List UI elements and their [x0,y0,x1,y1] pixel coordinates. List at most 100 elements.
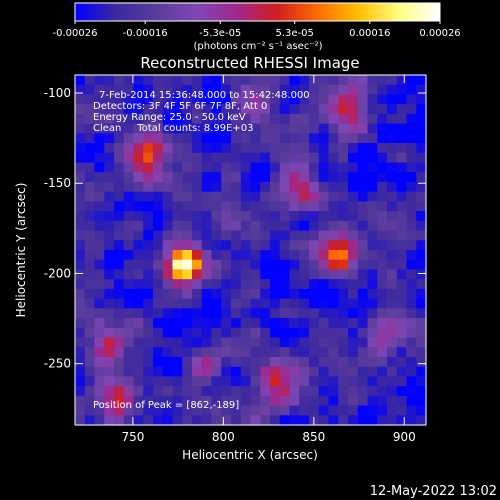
heatmap-cell [279,288,291,300]
heatmap-cell [289,162,300,173]
heatmap-cell [357,288,369,300]
heatmap-cell [299,366,310,377]
heatmap-cell [153,356,164,368]
heatmap-cell [377,84,388,96]
heatmap-cell [172,75,183,86]
heatmap-cell [162,405,174,416]
heatmap-cell [318,181,330,193]
heatmap-cell [338,337,349,348]
plot-area: 750 800 850 900 -100 -150 -200 -250 7-Feb-2014 … [44,74,427,444]
heatmap-cell [211,123,222,134]
heatmap-cell [338,386,349,397]
heatmap-cell [75,75,86,86]
heatmap-cell [348,327,359,339]
heatmap-cell [279,191,291,202]
heatmap-cell [75,211,86,222]
heatmap-cell [133,318,144,329]
heatmap-cell [309,84,320,96]
heatmap-cell [328,405,339,416]
heatmap-cell [123,366,135,377]
heatmap-cell [318,75,330,86]
heatmap-cell [406,366,417,377]
heatmap-cell [123,356,135,368]
heatmap-cell [279,298,291,309]
heatmap-cell [84,250,96,261]
heatmap-cell [396,288,408,300]
heatmap-cell [387,181,398,193]
heatmap-cell [231,347,242,358]
heatmap-cell [299,415,310,426]
heatmap-cell [328,75,339,86]
heatmap-cell [221,279,232,290]
heatmap-cell [279,279,291,290]
heatmap-cell [162,269,174,280]
heatmap-cell [250,152,261,164]
heatmap-cell [162,75,174,86]
heatmap-cell [162,181,174,193]
heatmap-cell [260,123,271,134]
heatmap-cell [406,327,417,339]
heatmap-cell [104,75,115,86]
heatmap-cell [406,181,417,193]
heatmap-cell [201,220,213,232]
heatmap-cell [94,250,105,261]
heatmap-cell [211,181,222,193]
heatmap-cell [270,308,281,319]
heatmap-cell [338,250,349,261]
heatmap-cell [396,395,408,407]
heatmap-cell [211,250,222,261]
heatmap-cell [377,162,388,173]
heatmap-cell [377,405,388,416]
heatmap-cell [279,250,291,261]
heatmap-cell [270,415,281,426]
heatmap-cell [221,327,232,339]
heatmap-cell [250,327,261,339]
heatmap-cell [123,415,135,426]
axis-ticks: 750 800 850 900 -100 -150 -200 -250 [44,75,426,444]
heatmap-cell [162,395,174,407]
heatmap-cell [123,75,135,86]
heatmap-cell [299,259,310,271]
heatmap-cell [416,191,427,202]
heatmap-cell [396,191,408,202]
heatmap-cell [192,211,203,222]
heatmap-cell [192,240,203,251]
heatmap-cell [260,356,271,368]
heatmap-cell [279,376,291,387]
heatmap-cell [396,347,408,358]
heatmap-cell [211,84,222,96]
heatmap-cell [114,230,125,241]
heatmap-cell [211,259,222,271]
heatmap-cell [367,84,378,96]
heatmap-cell [289,386,300,397]
heatmap-cell [94,415,105,426]
heatmap-cell [192,337,203,348]
heatmap-cell [201,395,213,407]
heatmap-cell [357,152,369,164]
heatmap-cell [416,288,427,300]
heatmap-cell [377,356,388,368]
heatmap-cell [270,104,281,115]
heatmap-cell [172,366,183,377]
heatmap-cell [123,143,135,154]
heatmap-cell [162,162,174,173]
heatmap-cell [211,405,222,416]
heatmap-cell [211,113,222,125]
heatmap-cell [377,201,388,212]
heatmap-cell [318,143,330,154]
heatmap-cell [104,123,115,134]
heatmap-cell [172,181,183,193]
heatmap-cell [309,405,320,416]
heatmap-cell [133,162,144,173]
heatmap-cell [84,318,96,329]
heatmap-cell [348,347,359,358]
heatmap-cell [338,113,349,125]
heatmap-cell [143,279,154,290]
heatmap-cell [338,152,349,164]
heatmap-cell [153,123,164,134]
heatmap-cell [260,298,271,309]
heatmap-cell [192,395,203,407]
heatmap-cell [123,308,135,319]
heatmap-cell [201,162,213,173]
heatmap-cell [309,240,320,251]
